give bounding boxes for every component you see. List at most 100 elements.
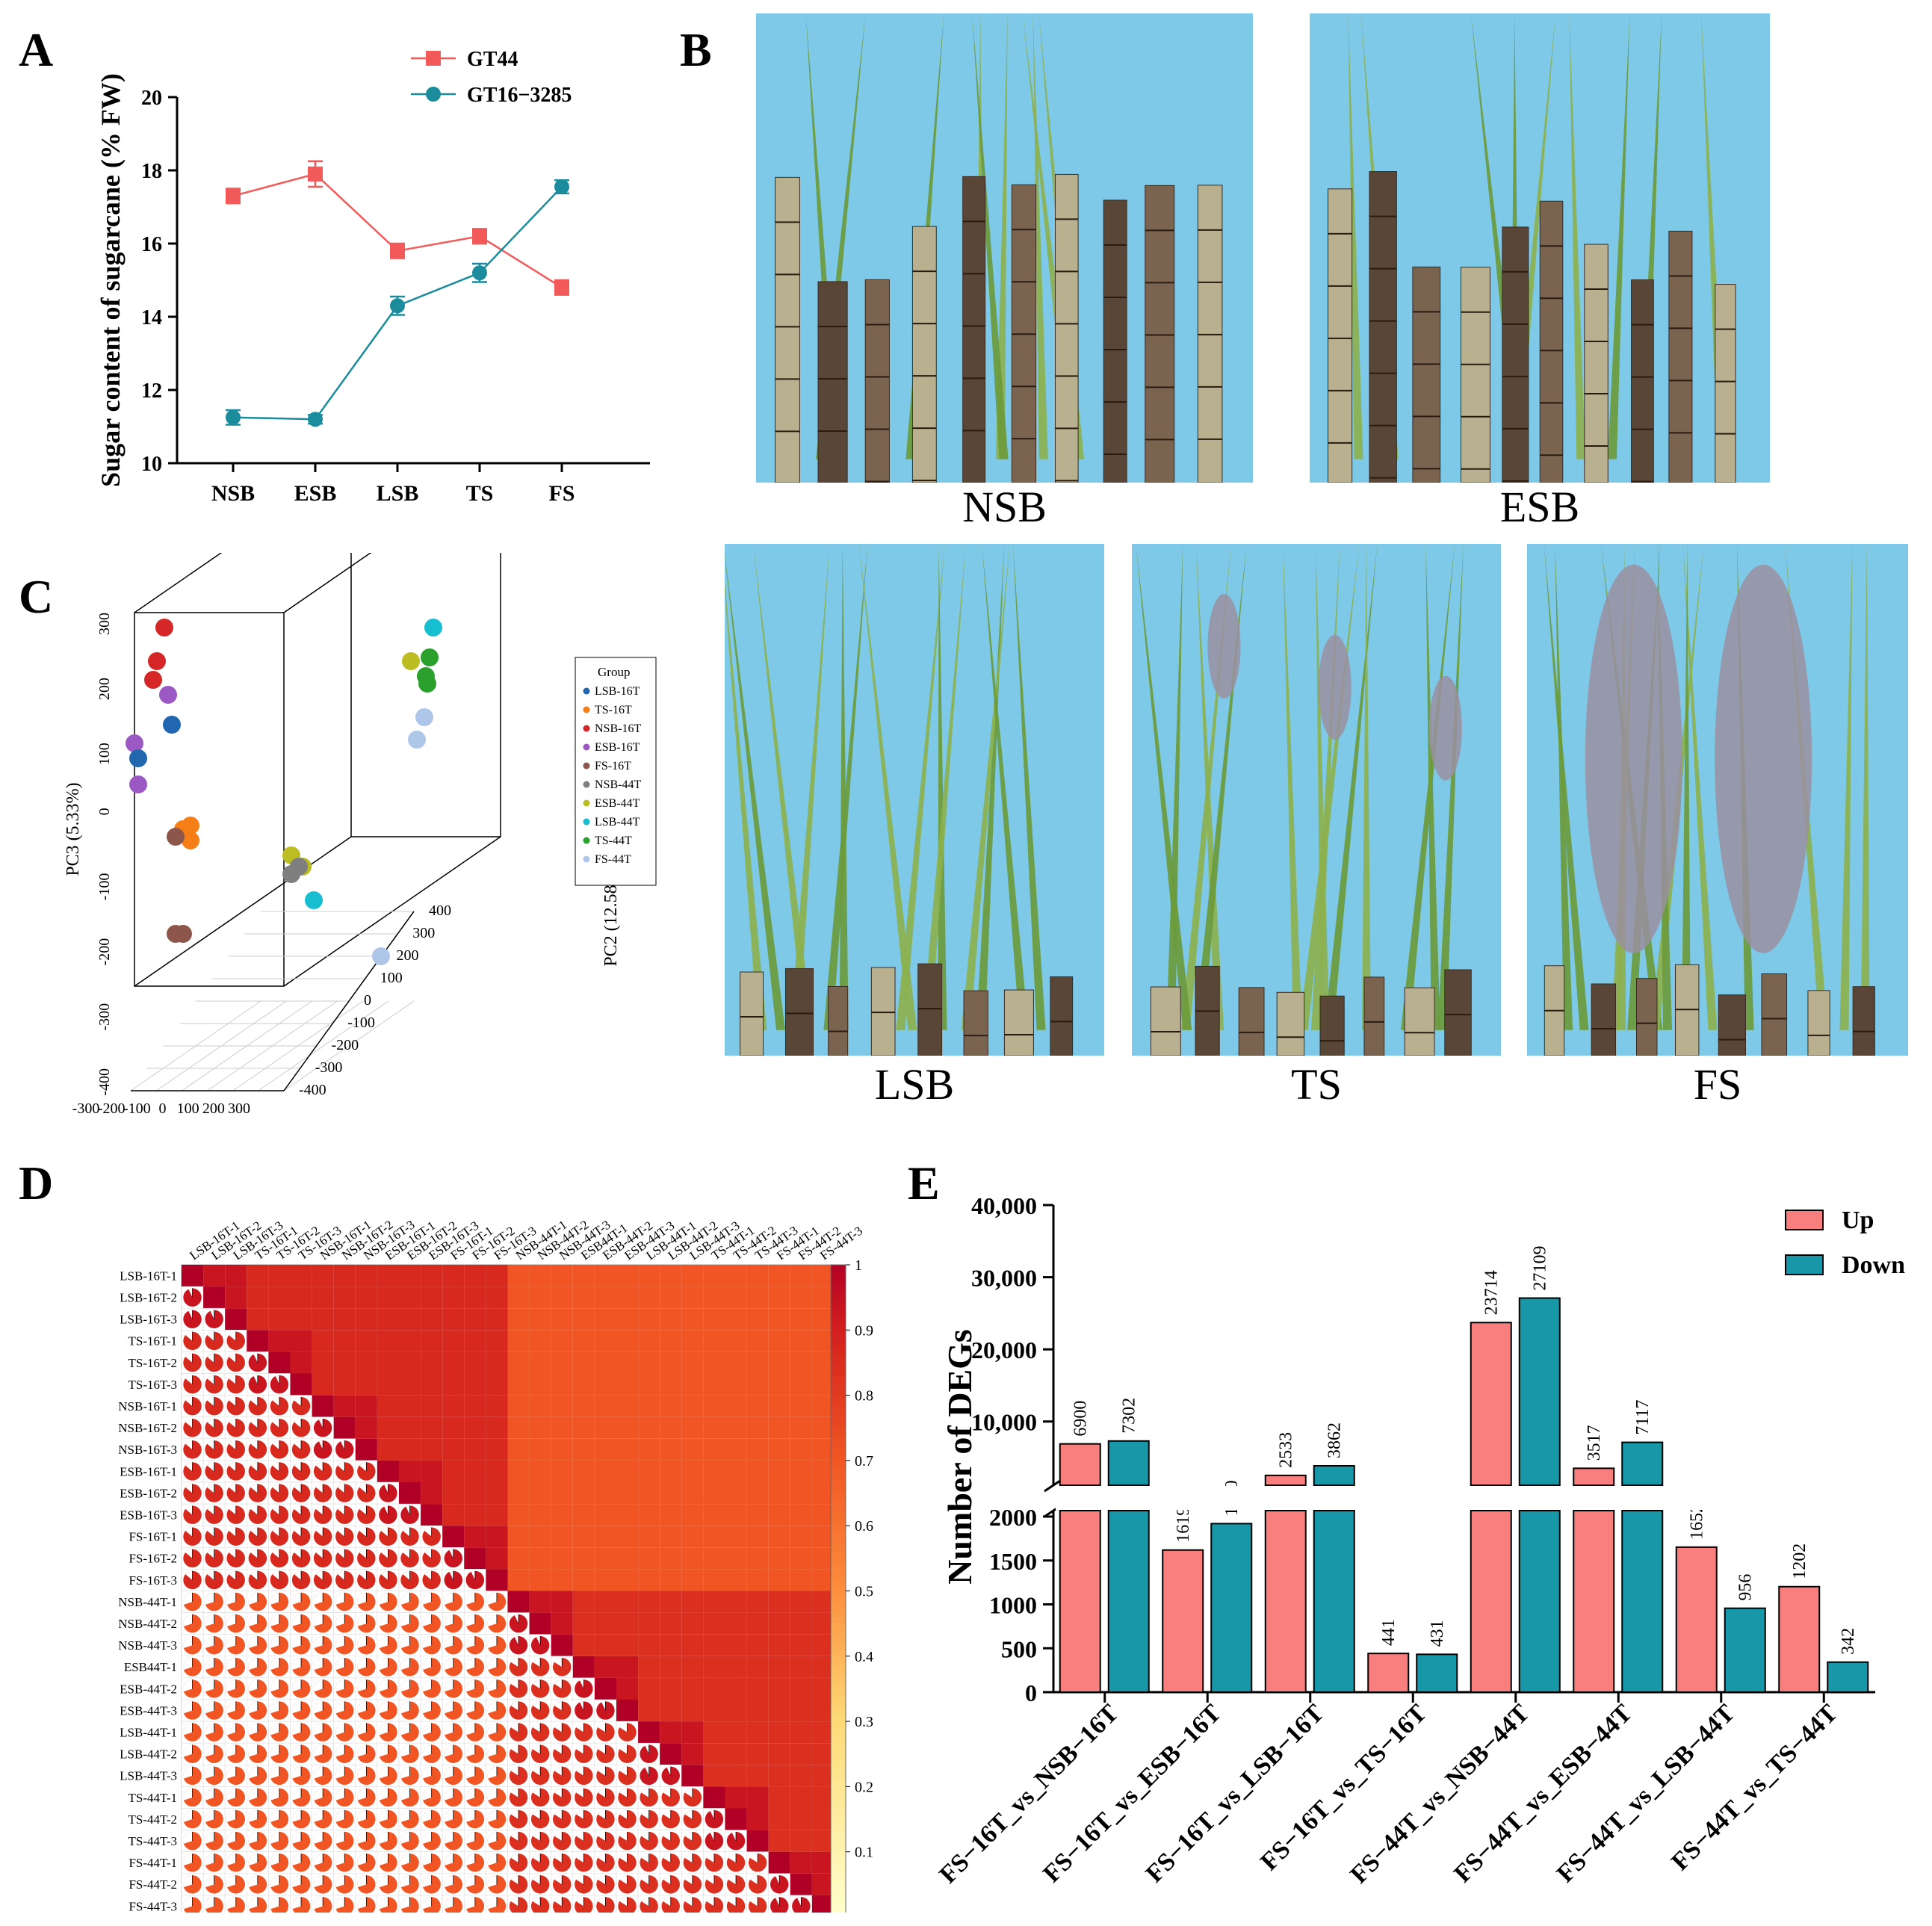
heatmap-cell [247,1286,269,1309]
heatmap-cell [486,1330,508,1352]
heatmap-cell [507,1351,530,1374]
heatmap-cell [551,1286,573,1309]
heatmap-pie-gap [487,1636,497,1649]
heatmap-pie-gap [188,1288,193,1298]
heatmap-cell [529,1504,551,1526]
heatmap-cell [464,1438,486,1461]
heatmap-cell [551,1591,573,1613]
heatmap-cell [290,1286,312,1309]
heatmap-pie-gap [229,1484,236,1493]
y-tick-label: 1500 [989,1548,1037,1575]
heatmap-pie-disk [770,1875,789,1894]
cane-stem [1328,188,1353,483]
colorbar-segment [831,1871,846,1879]
heatmap-pie-gap [291,1723,302,1735]
colorbar-segment [831,1532,846,1540]
heatmap-pie-gap [444,1744,453,1757]
bar-down-upper [1107,1440,1150,1487]
heatmap-pie-gap [554,1723,563,1733]
colorbar-segment [831,1839,846,1846]
heatmap-cell [811,1851,834,1874]
cane-stem [1718,994,1746,1056]
heatmap-cell [768,1351,790,1374]
heatmap-cell [725,1569,747,1591]
heatmap-cell [616,1656,639,1678]
colorbar-tick-label: 0.1 [855,1845,873,1861]
heatmap-cell [681,1526,704,1548]
heatmap-cell [333,1308,356,1331]
heatmap-pie-disk [661,1766,680,1786]
colorbar-segment [831,1773,846,1781]
heatmap-pie-gap [379,1679,388,1692]
heatmap-pie-gap [291,1766,302,1779]
cane-stem [775,176,800,483]
heatmap-cell [333,1286,356,1309]
heatmap-pie-gap [400,1766,410,1779]
heatmap-cell [529,1526,551,1548]
heatmap-pie-gap [400,1788,410,1800]
heatmap-pie-gap [684,1788,693,1798]
heatmap-pie-gap [229,1419,236,1428]
heatmap-pie-gap [487,1614,497,1626]
heatmap-row-label: FS-44T-3 [129,1899,177,1913]
heatmap-cell [660,1721,682,1744]
heatmap-cell [290,1373,312,1396]
heatmap-cell [268,1351,291,1374]
pc3-tick-label: 300 [96,613,113,635]
heatmap-cell [529,1612,551,1635]
colorbar-segment [831,1747,846,1755]
heatmap-cell [703,1351,725,1374]
heatmap-cell [355,1265,377,1287]
heatmap-pie-gap [465,1875,475,1888]
cane-stem [1715,284,1736,483]
y-tick-label: 40,000 [971,1192,1037,1219]
heatmap-cell [355,1395,377,1417]
cane-stem [870,967,896,1056]
heatmap-pie-gap [357,1658,367,1670]
heatmap-cell [811,1591,834,1613]
photo-lsb-drawing [721,544,1104,1056]
cane-stem [1502,226,1529,483]
heatmap-row-label: TS-44T-1 [129,1791,178,1805]
heatmap-cell [746,1330,769,1352]
heatmap-cell [768,1569,790,1591]
heatmap-cell [464,1351,486,1374]
legend-dot [583,837,590,844]
heatmap-cell [725,1460,747,1482]
heatmap-pie-gap [226,1854,236,1866]
heatmap-pie-gap [359,1527,367,1537]
cane-stem [1761,973,1788,1056]
heatmap-cell [594,1286,616,1309]
heatmap-row-label: ESB-16T-2 [120,1486,177,1500]
chart-a-sugar-content: 10 12 14 16 18 20 NSB ESB LSB TS FS Sugar content o… [96,48,650,506]
heatmap-pie-gap [576,1766,584,1776]
heatmap-cell [768,1656,790,1678]
heatmap-cell [377,1286,399,1309]
heatmap-cell [790,1395,812,1417]
heatmap-pie-gap [291,1809,302,1822]
heatmap-pie-gap [183,1701,193,1714]
colorbar-segment [831,1362,846,1370]
heatmap-cell [768,1482,790,1505]
box-back-face [350,553,501,837]
y-tick-label: 12 [141,380,162,403]
colorbar-segment [831,1708,846,1715]
heatmap-cell [551,1526,573,1548]
heatmap-pie-gap [291,1701,302,1714]
heatmap-cell [486,1351,508,1374]
heatmap-pie-gap [422,1831,432,1844]
heatmap-cell [768,1395,790,1417]
heatmap-cell [616,1569,639,1591]
heatmap-cell [616,1700,639,1722]
heatmap-pie-gap [576,1788,584,1798]
heatmap-cell [572,1286,595,1309]
heatmap-cell [681,1351,704,1374]
heatmap-cell [551,1351,573,1374]
heatmap-cell [616,1265,639,1287]
leaf-shape [1136,544,1192,1030]
heatmap-cell [529,1591,551,1613]
heatmap-pie-gap [248,1897,258,1910]
bar-up-upper [1470,1322,1512,1486]
heatmap-pie-gap [294,1527,302,1537]
heatmap-cell [355,1351,377,1374]
